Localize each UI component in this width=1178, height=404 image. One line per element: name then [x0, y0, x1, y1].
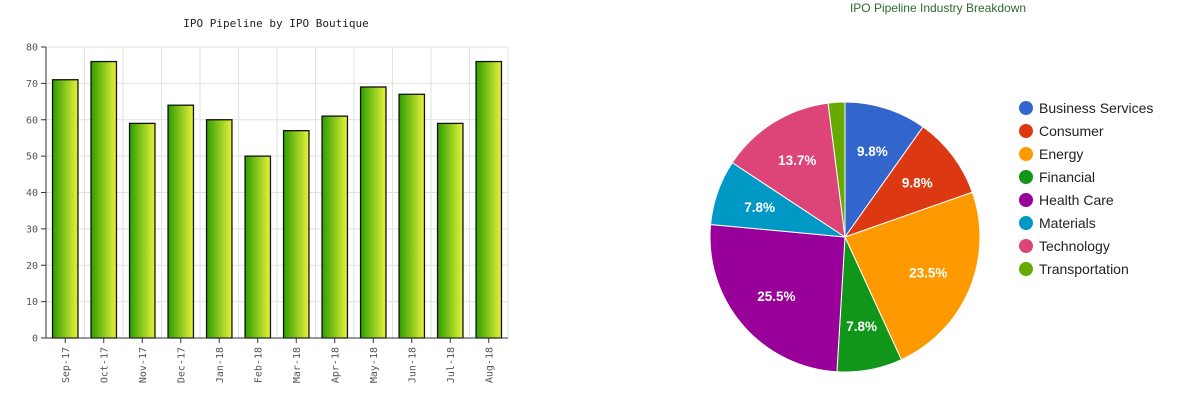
pie-chart-slices	[709, 101, 981, 373]
x-tick-label: Nov-17	[138, 347, 149, 383]
y-tick-label: 20	[26, 261, 38, 272]
pie-slice-label: 13.7%	[778, 153, 816, 168]
x-tick-label: Jan-18	[215, 347, 226, 383]
bar-chart-grid	[45, 46, 509, 339]
x-tick-label: Jun-18	[407, 347, 418, 383]
bar	[90, 60, 118, 339]
bar	[359, 86, 387, 339]
pie-slice-label: 7.8%	[846, 319, 877, 334]
y-tick-label: 60	[26, 115, 38, 126]
bar-chart: IPO Pipeline by IPO Boutique 0 10 20 30 40 50…	[26, 17, 509, 383]
pie-slice-label: 7.8%	[744, 200, 775, 215]
legend-swatch	[1019, 193, 1033, 207]
bar	[475, 60, 503, 339]
legend-label: Technology	[1039, 238, 1110, 254]
pie-slice-label: 9.8%	[902, 176, 933, 191]
x-tick-label: Feb-18	[253, 347, 264, 383]
pie-slice-label: 9.8%	[857, 144, 888, 159]
bar-chart-bars	[51, 60, 503, 339]
bar	[128, 122, 156, 339]
legend-label: Materials	[1039, 215, 1096, 231]
bar	[205, 119, 233, 339]
y-tick-label: 10	[26, 297, 38, 308]
pie-slice	[709, 223, 846, 373]
x-tick-label: Jul-18	[446, 347, 457, 383]
x-tick-label: May-18	[369, 347, 380, 383]
pie-slice	[844, 101, 924, 239]
legend-swatch	[1019, 124, 1033, 138]
y-tick-label: 30	[26, 224, 38, 235]
y-tick-label: 80	[26, 43, 38, 54]
bar	[321, 115, 349, 339]
bar	[436, 122, 464, 339]
pie-slice-label: 25.5%	[757, 289, 795, 304]
bar	[167, 104, 195, 339]
y-tick-label: 50	[26, 152, 38, 163]
y-tick-label: 70	[26, 79, 38, 90]
pie-slice	[843, 126, 973, 238]
legend-swatch	[1019, 101, 1033, 115]
pie-slice	[844, 191, 981, 361]
legend-label: Financial	[1039, 169, 1095, 185]
bar	[244, 155, 272, 339]
pie-chart-legend: Business Services Consumer Energy Financial…	[1019, 100, 1153, 277]
pie-chart-title: IPO Pipeline Industry Breakdown	[850, 1, 1026, 15]
legend-swatch	[1019, 216, 1033, 230]
legend-label: Business Services	[1039, 100, 1153, 116]
bar-chart-title: IPO Pipeline by IPO Boutique	[183, 17, 368, 30]
x-tick-label: Mar-18	[292, 347, 303, 383]
x-tick-label: Oct-17	[99, 347, 110, 383]
y-tick-label: 0	[32, 334, 38, 345]
bar	[282, 130, 310, 339]
legend-label: Health Care	[1039, 192, 1114, 208]
x-tick-label: Aug-18	[484, 347, 495, 383]
x-tick-label: Apr-18	[330, 347, 341, 383]
legend-label: Transportation	[1039, 261, 1129, 277]
x-tick-label: Sep-17	[61, 347, 72, 383]
legend-swatch	[1019, 262, 1033, 276]
legend-swatch	[1019, 147, 1033, 161]
pie-slice-label: 23.5%	[909, 265, 947, 280]
bar-chart-axes	[45, 47, 508, 339]
bar	[51, 79, 79, 339]
pie-slice	[731, 102, 846, 239]
pie-slice	[827, 101, 846, 238]
pie-chart-labels: 9.8% 9.8% 23.5% 7.8% 25.5% 7.8% 13.7%	[744, 144, 947, 334]
legend-label: Energy	[1039, 146, 1083, 162]
y-tick-label: 40	[26, 188, 38, 199]
legend-label: Consumer	[1039, 123, 1104, 139]
pie-chart: IPO Pipeline Industry Breakdown 9.8%9.8%…	[709, 1, 1153, 373]
x-tick-label: Dec-17	[176, 347, 187, 383]
legend-swatch	[1019, 239, 1033, 253]
bar-chart-x-ticks: Sep-17 Oct-17 Nov-17 Dec-17 Jan-18 Feb-18 Mar-…	[61, 338, 495, 383]
legend-swatch	[1019, 170, 1033, 184]
bar-chart-y-ticks: 0 10 20 30 40 50 60 70 80	[26, 43, 46, 345]
bar	[398, 93, 426, 339]
